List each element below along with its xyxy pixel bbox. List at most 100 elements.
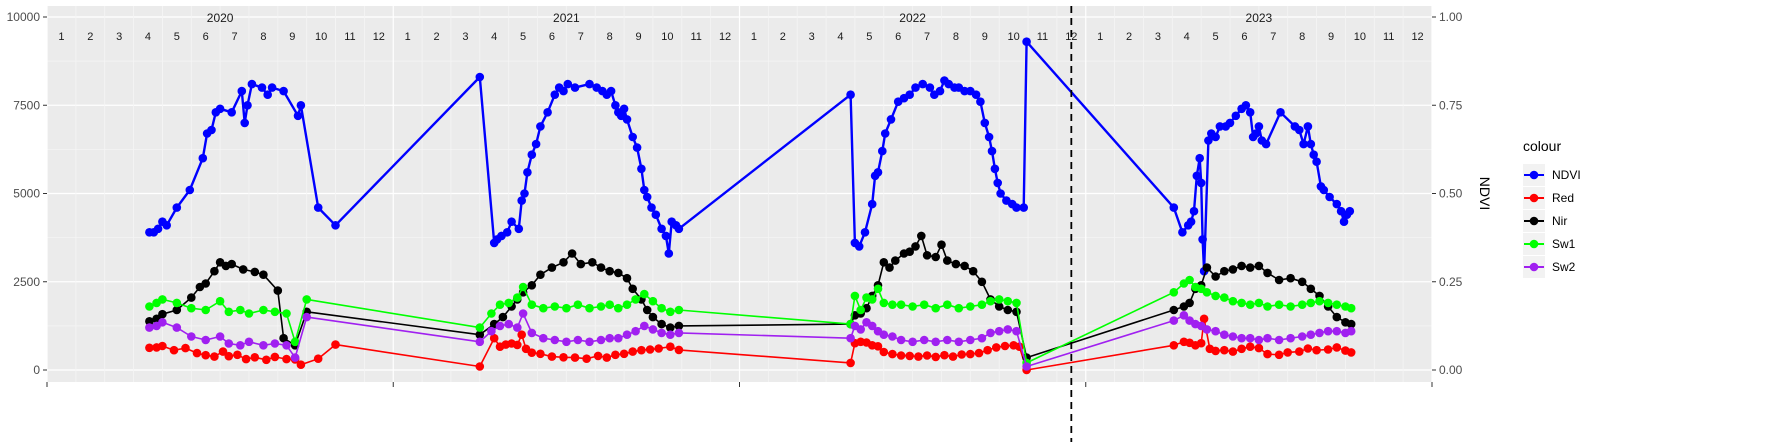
data-point-red: [210, 352, 219, 361]
data-point-ndvi: [886, 115, 896, 124]
legend-key-point: [1529, 262, 1539, 272]
data-point-red: [1274, 350, 1284, 360]
data-point-ndvi: [1312, 157, 1321, 166]
data-point-ndvi: [1189, 206, 1199, 216]
data-point-ndvi: [854, 242, 864, 251]
month-label: 6: [1241, 31, 1247, 43]
data-point-sw2: [879, 330, 889, 340]
data-point-sw2: [1012, 326, 1021, 336]
data-point-sw1: [1245, 300, 1255, 310]
year-label: 2022: [899, 11, 926, 25]
data-point-sw2: [1346, 326, 1356, 336]
data-point-sw2: [513, 323, 522, 332]
data-point-sw1: [657, 303, 666, 313]
data-point-sw1: [1297, 300, 1307, 310]
data-point-sw2: [1003, 325, 1013, 334]
data-point-sw1: [908, 302, 917, 311]
data-point-ndvi: [984, 132, 994, 142]
data-point-sw1: [666, 307, 675, 317]
data-point-sw1: [1332, 300, 1342, 310]
data-point-sw2: [259, 341, 268, 350]
data-point-ndvi: [1345, 206, 1355, 216]
data-point-ndvi: [611, 101, 620, 110]
data-point-sw2: [487, 326, 496, 336]
data-point-ndvi: [976, 97, 985, 106]
data-point-nir: [905, 247, 914, 256]
data-point-nir: [498, 312, 508, 322]
data-point-sw1: [1306, 298, 1316, 308]
data-point-sw2: [1202, 325, 1212, 334]
data-point-nir: [1211, 272, 1220, 281]
data-point-ndvi: [162, 221, 171, 230]
data-point-ndvi: [559, 86, 568, 96]
data-point-ndvi: [1196, 178, 1206, 188]
data-point-ndvi: [1012, 203, 1021, 212]
data-point-nir: [1286, 273, 1295, 283]
data-point-ndvi: [640, 185, 649, 195]
data-point-ndvi: [606, 86, 616, 96]
data-point-sw1: [986, 296, 995, 306]
year-label: 2020: [207, 11, 234, 25]
data-point-nir: [628, 284, 637, 294]
data-point-ndvi: [585, 79, 594, 89]
data-point-sw2: [888, 332, 897, 341]
data-point-sw2: [1263, 333, 1272, 343]
data-point-red: [1245, 342, 1255, 352]
data-point-ndvi: [622, 115, 632, 124]
legend-item-nir: Nir: [1523, 210, 1567, 232]
data-point-sw1: [495, 300, 505, 310]
legend-item-sw1: Sw1: [1523, 233, 1576, 255]
data-point-ndvi: [1325, 192, 1334, 202]
month-label: 12: [719, 31, 731, 43]
data-point-sw1: [215, 296, 225, 306]
data-point-sw1: [648, 296, 658, 306]
data-point-nir: [1306, 284, 1316, 294]
data-point-sw1: [1286, 302, 1295, 311]
data-point-sw1: [1169, 288, 1179, 297]
data-point-sw2: [1228, 332, 1238, 341]
data-point-red: [1263, 349, 1272, 359]
data-point-sw2: [1169, 316, 1179, 325]
month-label: 2: [1126, 31, 1132, 43]
month-label: 4: [491, 31, 497, 43]
data-point-ndvi: [215, 104, 225, 114]
data-point-sw1: [867, 295, 877, 304]
data-point-nir: [911, 242, 920, 251]
data-point-sw2: [562, 337, 571, 347]
data-point-sw2: [856, 325, 865, 334]
data-point-ndvi: [664, 249, 674, 258]
month-label: 5: [520, 31, 526, 43]
data-point-sw2: [994, 326, 1004, 336]
data-point-nir: [674, 321, 684, 331]
month-label: 3: [1155, 31, 1161, 43]
data-point-sw1: [224, 307, 234, 317]
data-point-ndvi: [563, 79, 573, 89]
month-label: 8: [1299, 31, 1305, 43]
data-point-red: [489, 333, 499, 343]
data-point-sw2: [977, 333, 987, 343]
legend-label: Sw2: [1552, 260, 1576, 274]
data-point-ndvi: [993, 178, 1002, 188]
data-point-ndvi: [1245, 108, 1255, 117]
data-point-sw2: [504, 319, 513, 329]
data-point-nir: [614, 268, 623, 278]
right-axis-tick-label: 0.50: [1439, 187, 1463, 201]
data-point-sw1: [487, 309, 496, 318]
data-point-nir: [527, 281, 537, 290]
data-point-ndvi: [543, 108, 552, 117]
data-point-ndvi: [313, 203, 323, 212]
data-point-red: [611, 350, 620, 360]
data-point-nir: [968, 266, 978, 276]
data-point-nir: [1346, 319, 1356, 329]
data-point-ndvi: [523, 168, 532, 177]
data-point-red: [233, 350, 242, 360]
data-point-red: [331, 340, 340, 349]
data-point-sw2: [986, 328, 995, 338]
left-axis-tick-label: 10000: [7, 10, 41, 24]
data-point-red: [931, 352, 940, 362]
month-label: 7: [578, 31, 584, 43]
data-point-sw2: [1254, 335, 1264, 345]
data-point-sw1: [585, 303, 594, 313]
data-point-nir: [559, 258, 568, 267]
